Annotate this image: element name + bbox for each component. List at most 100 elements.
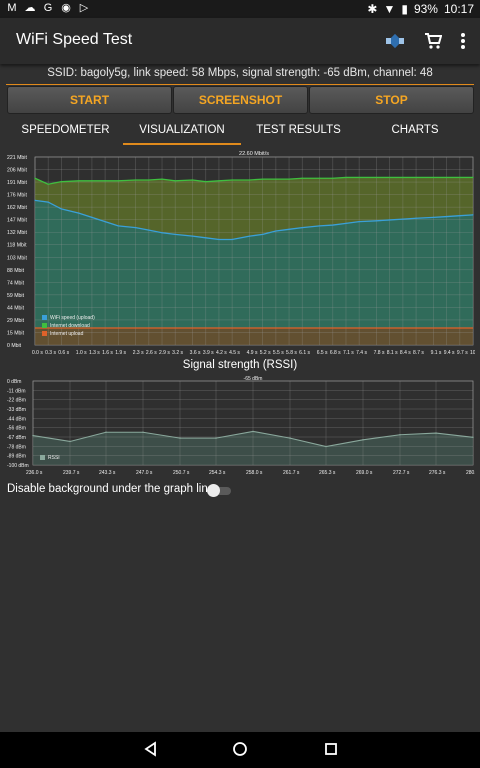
wifi-point	[301, 227, 303, 229]
battery-icon: ▮	[401, 2, 408, 16]
download-point	[231, 179, 233, 181]
wifi-point	[117, 225, 119, 227]
download-point	[376, 176, 378, 179]
wifi-point	[91, 216, 93, 218]
download-point	[104, 180, 106, 182]
x-tick-label: 8.1 s	[387, 350, 398, 356]
tab-test-results[interactable]: TEST RESULTS	[256, 124, 341, 136]
rssi-y-tick: -78 dBm	[7, 444, 26, 450]
speed-graph: 221 Mbit 206 Mbit 191 Mbit 176 Mbit 162 Mbit…	[7, 151, 475, 356]
background-toggle[interactable]	[207, 484, 231, 497]
clock: 10:17	[443, 2, 474, 16]
download-point	[91, 180, 93, 182]
rssi-point	[179, 437, 181, 439]
download-point	[472, 176, 474, 179]
wifi-point	[432, 216, 435, 218]
wifi-point	[218, 238, 220, 241]
rssi-legend-label: RSSI	[48, 455, 60, 461]
active-tab-indicator	[123, 143, 241, 145]
tab-charts[interactable]: CHARTS	[391, 124, 439, 136]
x-tick-label: 6.1 s	[299, 350, 310, 356]
y-tick-label: 221 Mbit	[7, 155, 27, 161]
wifi-point	[319, 225, 321, 227]
x-tick-label: 1.0 s	[76, 350, 87, 356]
x-tick-label: 9.1 s	[431, 350, 442, 356]
legend-label: Internet upload	[50, 331, 84, 337]
satellite-icon[interactable]	[384, 30, 406, 52]
wifi-point	[135, 227, 137, 229]
wifi-point	[288, 228, 290, 230]
download-point	[345, 176, 347, 179]
y-tick-label: 44 Mbit	[7, 305, 25, 311]
download-point	[358, 176, 360, 179]
y-tick-label: 0 Mbit	[7, 343, 22, 349]
rssi-x-tick: 258.0 s	[246, 470, 263, 476]
wifi-line	[34, 199, 474, 241]
wifi-point	[231, 238, 233, 241]
wifi-point	[459, 215, 461, 217]
rssi-title: Signal strength (RSSI)	[182, 359, 298, 371]
y-tick-label: 74 Mbit	[7, 280, 25, 286]
ssid-info: SSID: bagoly5g, link speed: 58 Mbps, sig…	[47, 67, 433, 79]
y-tick-label: 132 Mbit	[7, 230, 27, 236]
system-icons: ✱ ▼ ▮ 93% 10:17	[367, 2, 474, 16]
stop-button[interactable]: STOP	[309, 86, 474, 114]
app-title: WiFi Speed Test	[16, 31, 133, 48]
x-tick-label: 6.8 s	[330, 350, 341, 356]
battery-percent: 93%	[413, 2, 438, 16]
rssi-y-tick: -33 dBm	[7, 407, 26, 413]
cart-icon[interactable]	[424, 32, 442, 50]
legend-swatch	[42, 315, 47, 320]
notification-icons: M ☁ G ◉ ▷	[6, 2, 90, 14]
more-options-icon[interactable]	[460, 32, 466, 50]
rssi-point	[325, 445, 327, 448]
x-tick-label: 0.0 s	[32, 350, 43, 356]
download-point	[117, 180, 119, 182]
rssi-x-tick: 272.7 s	[393, 470, 410, 476]
wifi-point	[402, 218, 404, 220]
wifi-point	[174, 233, 176, 236]
download-point	[275, 178, 277, 180]
wifi-point	[34, 199, 36, 201]
wifi-point	[192, 235, 194, 237]
download-point	[301, 177, 303, 179]
download-point	[60, 181, 62, 183]
circle-icon: ◉	[61, 2, 71, 14]
x-tick-label: 7.4 s	[356, 350, 367, 356]
recents-icon[interactable]	[323, 741, 339, 757]
download-point	[319, 177, 321, 179]
rssi-x-tick: 261.7 s	[283, 470, 300, 476]
wifi-point	[472, 214, 474, 216]
rssi-x-tick: 265.3 s	[319, 470, 336, 476]
x-tick-label: 9.4 s	[444, 350, 455, 356]
y-tick-label: 206 Mbit	[7, 168, 27, 174]
x-tick-label: 8.7 s	[413, 350, 424, 356]
start-button[interactable]: START	[7, 86, 172, 114]
rssi-x-tick: 276.3 s	[429, 470, 446, 476]
rssi-x-tick: 247.0 s	[136, 470, 153, 476]
tab-visualization[interactable]: VISUALIZATION	[139, 124, 225, 136]
download-point	[249, 179, 251, 181]
x-tick-label: 9.7 s	[457, 350, 468, 356]
x-tick-label: 2.6 s	[146, 350, 157, 356]
wifi-point	[345, 222, 347, 224]
x-tick-label: 3.9 s	[203, 350, 214, 356]
rssi-legend-swatch	[40, 455, 45, 460]
x-tick-label: 4.2 s	[216, 350, 227, 356]
screenshot-button[interactable]: SCREENSHOT	[173, 86, 308, 114]
x-tick-label: 1.3 s	[89, 350, 100, 356]
download-point	[47, 183, 49, 185]
toggle-thumb	[207, 484, 220, 497]
rssi-x-tick: 236.0 s	[26, 470, 43, 476]
back-icon[interactable]	[143, 741, 159, 757]
rssi-x-tick: 280.0 s	[466, 470, 475, 476]
download-point	[446, 176, 448, 179]
download-point	[135, 179, 137, 181]
download-point	[78, 180, 80, 182]
home-icon[interactable]	[232, 741, 248, 757]
legend-swatch	[42, 323, 47, 328]
x-tick-label: 5.5 s	[273, 350, 284, 356]
g-icon: G	[43, 2, 53, 14]
wifi-point	[205, 237, 207, 239]
tab-speedometer[interactable]: SPEEDOMETER	[21, 124, 110, 136]
